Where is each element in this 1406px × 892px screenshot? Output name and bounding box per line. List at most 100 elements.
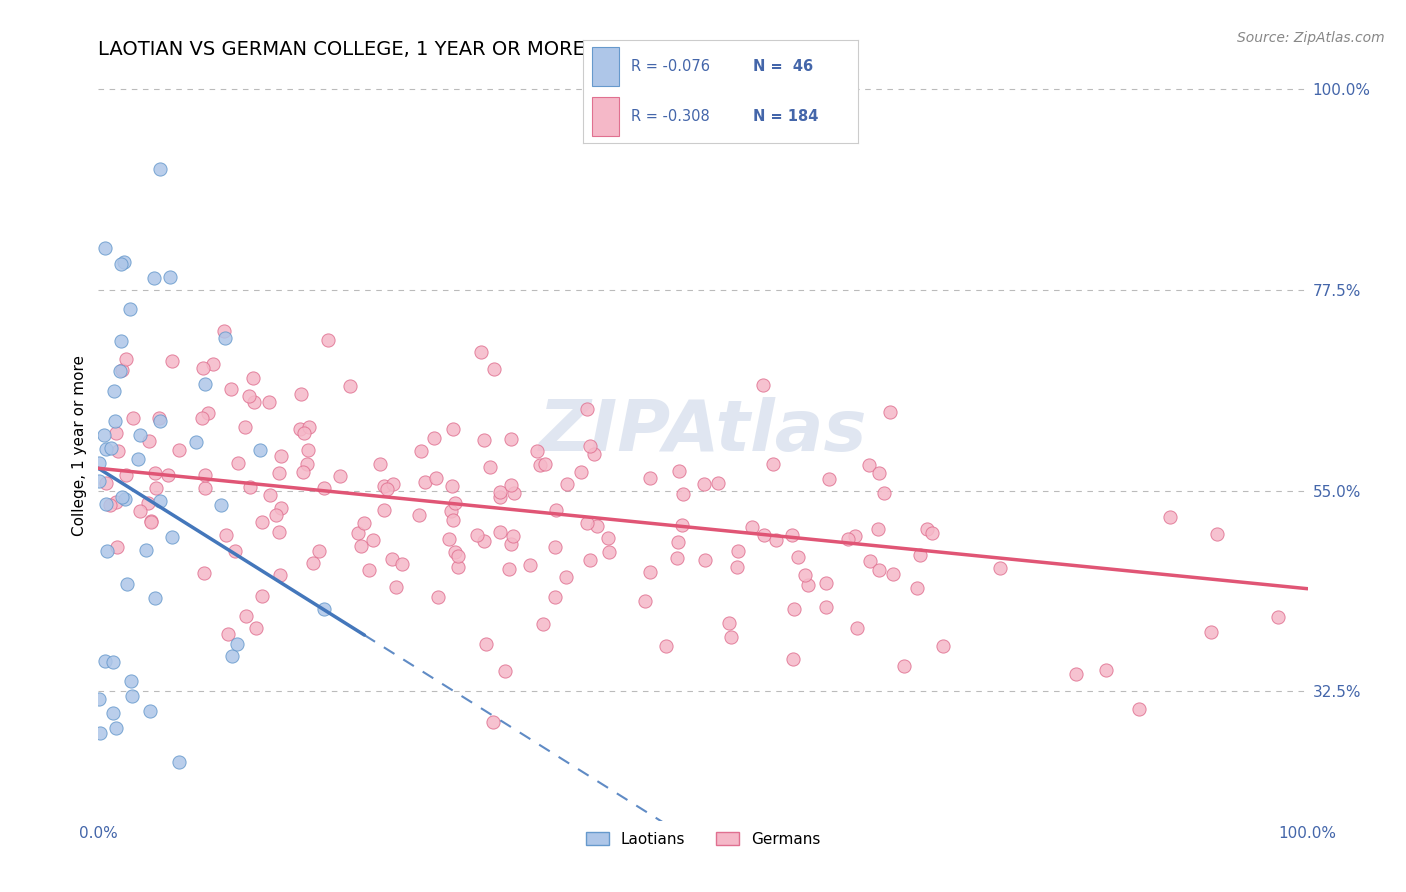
Point [217,626,239,640]
Point [375,483,398,497]
Point [488,490,510,504]
Point [266,508,288,523]
Point [479,460,502,475]
Point [193,566,215,581]
Point [882,567,904,582]
Point [695,552,717,566]
Point [859,554,882,568]
Point [245,621,267,635]
Point [373,503,395,517]
Point [818,472,841,486]
Point [1128,701,1150,715]
Point [135,543,157,558]
Text: Source: ZipAtlas.com: Source: ZipAtlas.com [1237,31,1385,45]
Point [157,467,180,482]
Text: R = -0.308: R = -0.308 [631,109,710,124]
Point [423,431,446,445]
Point [87,692,110,706]
Point [720,630,742,644]
Point [238,389,260,403]
Point [585,519,607,533]
Point [569,465,592,479]
Point [107,444,129,458]
Point [425,471,447,485]
Point [269,466,291,480]
Point [114,352,136,367]
Point [197,406,219,420]
Point [765,533,787,547]
Point [93,241,115,255]
Point [441,513,464,527]
Point [93,428,115,442]
Point [110,257,132,271]
Point [301,556,323,570]
Point [148,410,170,425]
Point [1206,526,1229,541]
Point [668,464,690,478]
Point [191,411,214,425]
Point [94,476,117,491]
Bar [592,96,619,136]
Point [844,529,866,543]
Point [350,539,373,553]
Point [443,545,465,559]
Point [269,567,291,582]
Point [988,561,1011,575]
Point [408,508,430,523]
Point [89,456,111,470]
Point [138,434,160,448]
Point [596,531,619,545]
Point [297,442,319,457]
Point [249,443,271,458]
Point [467,528,489,542]
Point [145,481,167,495]
Point [347,525,370,540]
Point [94,442,117,456]
Point [89,726,111,740]
Text: N =  46: N = 46 [754,59,814,74]
Point [93,654,115,668]
Point [121,689,143,703]
Point [531,617,554,632]
Point [115,467,138,482]
Point [391,557,413,571]
Point [761,457,783,471]
Point [576,516,599,531]
Point [544,590,567,604]
Y-axis label: College, 1 year or more: College, 1 year or more [72,356,87,536]
Point [672,487,695,501]
Point [219,382,242,396]
Point [499,537,522,551]
Point [96,544,118,558]
Point [555,476,578,491]
Point [242,371,264,385]
Point [101,706,124,720]
Text: R = -0.076: R = -0.076 [631,59,710,74]
Point [866,522,889,536]
Point [141,516,163,530]
Point [447,559,470,574]
Point [482,361,505,376]
Point [868,467,890,481]
Point [194,481,217,495]
Point [385,580,408,594]
Point [373,479,395,493]
Point [104,414,127,428]
Point [501,432,523,446]
Point [441,479,464,493]
Point [474,637,496,651]
Point [693,476,716,491]
Point [228,456,250,470]
Point [98,498,121,512]
Point [104,425,127,440]
Point [243,395,266,409]
Point [167,442,190,457]
Point [308,544,330,558]
Point [101,655,124,669]
Point [668,535,690,549]
Point [502,486,524,500]
Point [879,405,901,419]
Point [214,331,236,345]
Point [87,474,110,488]
Point [212,325,235,339]
